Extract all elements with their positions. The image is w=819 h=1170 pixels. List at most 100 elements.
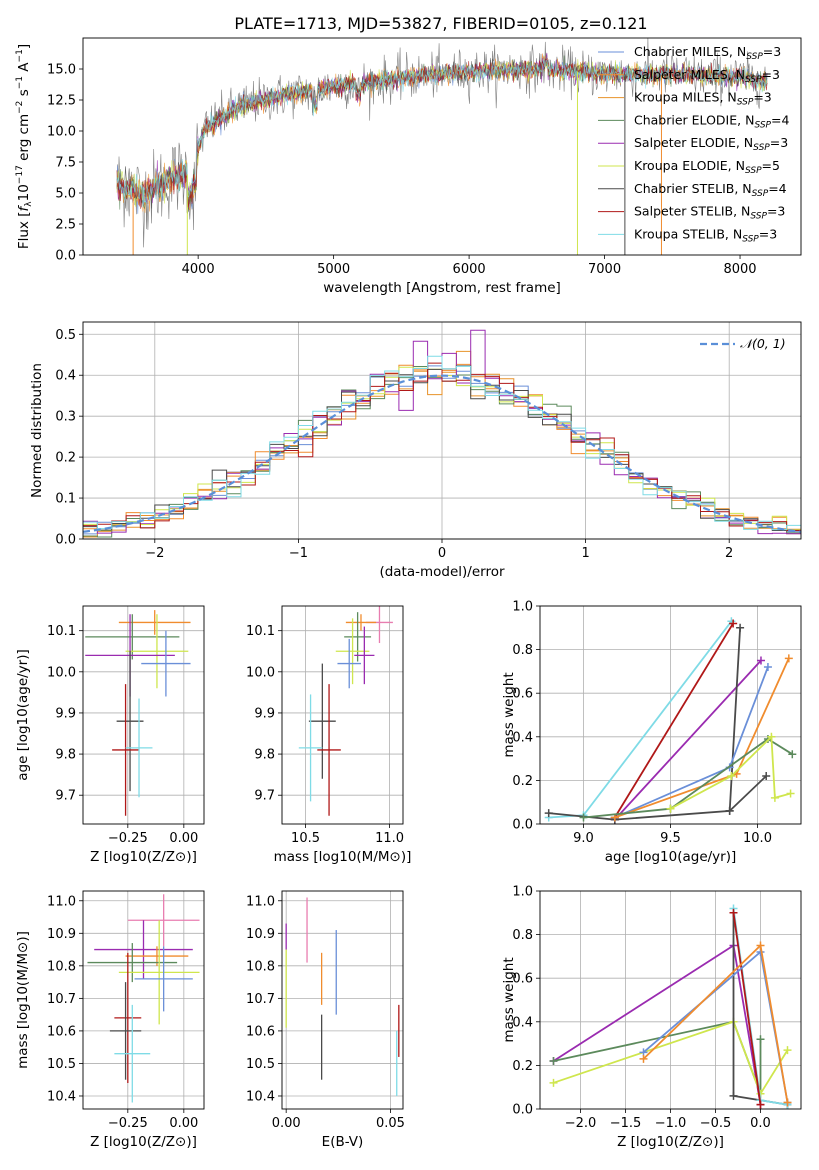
y-tick-label: 0.2: [512, 774, 533, 789]
weight-marker-kroupa_elodie: [727, 772, 736, 781]
weight-line-chabrier_elodie: [583, 737, 793, 819]
y-tick-label: 5.0: [55, 187, 76, 202]
y-tick-label: 10.8: [246, 959, 275, 974]
y-tick-label: 2.5: [55, 218, 76, 233]
x-axis-label: (data-model)/error: [379, 564, 505, 580]
y-tick-label: 9.8: [55, 748, 76, 763]
y-tick-label: 0.4: [512, 730, 533, 745]
weight-marker-chabrier_elodie: [788, 750, 797, 759]
y-tick-label: 12.5: [47, 94, 76, 109]
weight-marker-salpeter_stelib: [729, 908, 738, 917]
y-tick-label: 10.6: [47, 1024, 76, 1039]
weight-marker-kroupa_elodie: [770, 793, 779, 802]
x-axis-label: mass [log10(M/M⊙)]: [274, 849, 412, 865]
legend-label-chabrier_stelib: Chabrier STELIB, NSSP=4: [634, 181, 787, 199]
weight-marker-chabrier_stelib: [729, 1091, 738, 1100]
y-tick-label: 0.0: [55, 533, 76, 548]
weight-marker-salpeter_miles: [756, 941, 765, 950]
plot-frame: [281, 605, 404, 825]
y-tick-label: 0.0: [55, 249, 76, 264]
y-tick-label: 9.8: [254, 748, 275, 763]
x-tick-label: 11.0: [375, 831, 404, 846]
weight-marker-chabrier_elodie: [549, 1057, 558, 1066]
errorbars: [298, 606, 393, 816]
y-tick-label: 0.4: [55, 369, 76, 384]
weight-marker-salpeter_stelib: [729, 619, 738, 628]
y-tick-label: 10.9: [47, 927, 76, 942]
plot-frame: [281, 890, 404, 1110]
x-tick-label: 7000: [588, 262, 621, 277]
weight-marker-chabrier_miles: [763, 663, 772, 672]
legend-label-chabrier_miles: Chabrier MILES, NSSP=3: [634, 44, 781, 62]
weight-marker-salpeter_miles: [783, 1098, 792, 1107]
gaussian-curve: [83, 374, 801, 533]
x-tick-label: 6000: [453, 262, 486, 277]
weight-marker-salpeter_stelib: [756, 1100, 765, 1109]
y-tick-label: 10.0: [47, 125, 76, 140]
x-tick-label: −2: [145, 546, 164, 561]
y-tick-label: 0.2: [512, 1059, 533, 1074]
weight-marker-chabrier_elodie: [579, 813, 588, 822]
weight_vs_age-axes: 9.0 9.5 10.0 0.0 0.2 0.4 0.6 0.8 1.0 age [log10(a…: [501, 600, 802, 865]
weight-line-chabrier_stelib: [729, 775, 767, 812]
plot-frame: [539, 605, 802, 825]
y-tick-label: 1.0: [512, 600, 533, 615]
y-axis-label: age [log10(age/yr)]: [15, 649, 31, 781]
y-tick-label: 10.5: [246, 1057, 275, 1072]
y-tick-label: 7.5: [55, 156, 76, 171]
y-tick-label: 9.7: [55, 789, 76, 804]
y-tick-label: 0.8: [512, 643, 533, 658]
weight-line-chabrier_stelib: [548, 627, 741, 821]
x-tick-label: 0.05: [376, 1116, 405, 1131]
y-axis-label: mass weight: [501, 672, 517, 757]
x-tick-label: −2.0: [565, 1116, 597, 1131]
y-tick-label: 0.1: [55, 492, 76, 507]
y-tick-label: 10.1: [47, 624, 76, 639]
weight-marker-chabrier_elodie: [756, 1035, 765, 1044]
histogram-kroupa_stelib: [83, 355, 801, 539]
x-tick-label: 10.0: [743, 831, 772, 846]
y-tick-label: 0.3: [55, 410, 76, 425]
y-axis-label: Normed distribution: [29, 363, 45, 498]
x-tick-label: −1: [289, 546, 308, 561]
legend-label-kroupa_miles: Kroupa MILES, NSSP=3: [634, 90, 772, 108]
legend-label-salpeter_stelib: Salpeter STELIB, NSSP=3: [634, 204, 785, 222]
y-tick-label: 10.1: [246, 624, 275, 639]
spectrum-axes: 4000 5000 6000 7000 8000 0.0 2.5 5.0 7.5 10.0 12.5…: [15, 37, 802, 296]
y-tick-label: 0.0: [512, 818, 533, 833]
age_vs_Z-axes: −0.25 0.00 9.7 9.8 9.9 10.0 10.1 Z [log10(Z/Z⊙)…: [15, 605, 205, 865]
weight-line-salpeter_stelib: [614, 622, 734, 818]
x-tick-label: 8000: [723, 262, 756, 277]
residuals-axes: −2 −1 0 1 2 0.0 0.1 0.2 0.3 0.4 0.5 (data-model)/er…: [29, 321, 802, 580]
y-tick-label: 0.6: [512, 687, 533, 702]
x-tick-label: −0.5: [700, 1116, 732, 1131]
x-axis-label: Z [log10(Z/Z⊙)]: [90, 849, 197, 865]
x-tick-label: 0.0: [750, 1116, 771, 1131]
weight-marker-kroupa_elodie: [783, 1046, 792, 1055]
x-tick-label: −0.25: [108, 831, 148, 846]
errorbars: [87, 894, 200, 1103]
y-tick-label: 9.9: [254, 706, 275, 721]
weight-marker-salpeter_elodie: [756, 656, 765, 665]
weight-lines: [549, 904, 792, 1109]
y-tick-label: 15.0: [47, 63, 76, 78]
plot-frame: [82, 321, 802, 540]
y-tick-label: 10.0: [246, 665, 275, 680]
x-axis-label: Z [log10(Z/Z⊙)]: [90, 1134, 197, 1150]
y-tick-label: 10.7: [246, 992, 275, 1007]
weight-marker-kroupa_elodie: [786, 789, 795, 798]
x-tick-label: 0.00: [272, 1116, 301, 1131]
x-tick-label: −1.0: [655, 1116, 687, 1131]
legend-label-kroupa_stelib: Kroupa STELIB, NSSP=3: [634, 226, 777, 244]
y-tick-label: 0.4: [512, 1015, 533, 1030]
y-axis-label: mass [log10(M/M⊙)]: [15, 931, 31, 1069]
y-tick-label: 11.0: [47, 894, 76, 909]
weight-marker-chabrier_stelib: [762, 772, 771, 781]
y-axis-label: Flux [fλ10−17 erg cm−2 s−1 A−1]: [15, 44, 34, 249]
weight-marker-chabrier_stelib: [725, 806, 734, 815]
x-axis-label: age [log10(age/yr)]: [605, 849, 737, 865]
y-tick-label: 0.8: [512, 928, 533, 943]
weight-line-salpeter_stelib: [732, 912, 762, 1105]
weight-marker-kroupa_elodie: [549, 1078, 558, 1087]
